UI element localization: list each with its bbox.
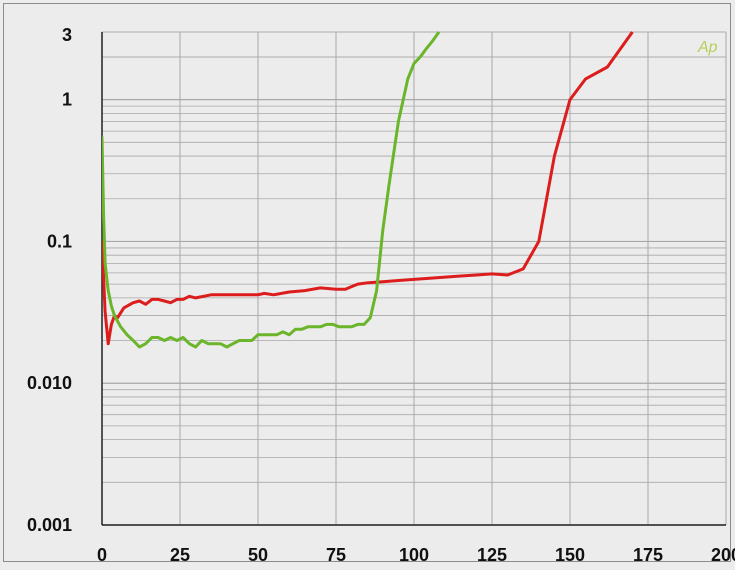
series-line-1: [102, 31, 441, 349]
y-tick-label-4: 3: [62, 25, 72, 45]
grid: [102, 31, 727, 526]
x-tick-labels: 0 25 50 75 100 125 150 175 200: [97, 545, 735, 565]
y-tick-labels: 0.001 0.010 0.1 1 3: [27, 25, 72, 535]
x-tick-label-5: 125: [477, 545, 507, 565]
watermark: Ap: [697, 39, 718, 56]
x-tick-label-4: 100: [399, 545, 429, 565]
axes: [101, 32, 726, 526]
series-line-0: [102, 31, 634, 346]
log-line-chart: 0 25 50 75 100 125 150 175 200 0.001 0.010 0.1 1 3 A…: [27, 25, 735, 565]
chart-frame: 0 25 50 75 100 125 150 175 200 0.001 0.010 0.1 1 3 A…: [3, 3, 735, 565]
x-tick-label-1: 25: [170, 545, 190, 565]
series-layer: [102, 31, 634, 349]
x-tick-label-3: 75: [326, 545, 346, 565]
x-tick-label-8: 200: [711, 545, 735, 565]
y-tick-label-1: 0.010: [27, 373, 72, 393]
y-tick-label-3: 1: [62, 90, 72, 110]
x-tick-label-7: 175: [633, 545, 663, 565]
x-tick-label-6: 150: [555, 545, 585, 565]
x-tick-label-2: 50: [248, 545, 268, 565]
x-tick-label-0: 0: [97, 545, 107, 565]
y-tick-label-2: 0.1: [47, 231, 72, 251]
y-tick-label-0: 0.001: [27, 515, 72, 535]
